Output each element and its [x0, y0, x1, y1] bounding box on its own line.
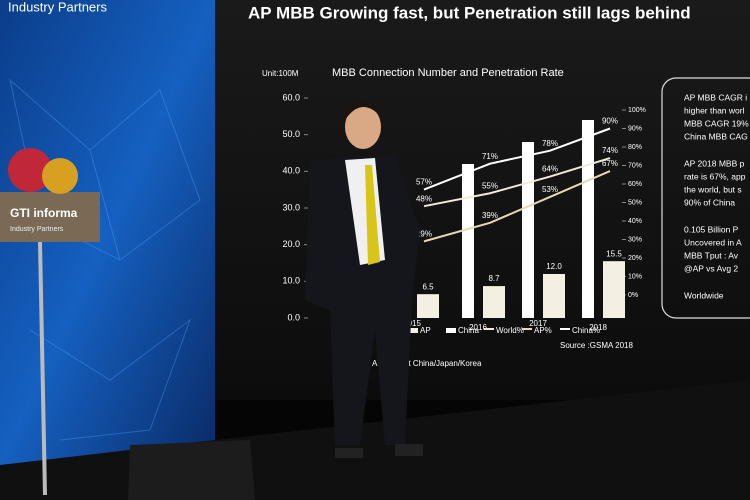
note-line: Worldwide — [684, 290, 724, 300]
y2-tick-label: 70% — [628, 162, 642, 169]
note-line: MBB Tput : Av — [684, 250, 739, 260]
bar — [417, 294, 439, 318]
data-label: 67% — [602, 159, 618, 168]
legend-swatch — [408, 328, 418, 333]
note-line: 90% of China — [684, 197, 735, 207]
data-label: 39% — [482, 211, 498, 220]
bar — [462, 164, 474, 318]
screen — [215, 0, 750, 400]
source: Source :GSMA 2018 — [560, 341, 633, 350]
legend-swatch — [522, 328, 532, 330]
data-label: 71% — [482, 152, 498, 161]
y-tick-label: 20.0 — [282, 239, 300, 249]
chart-title: MBB Connection Number and Penetration Ra… — [332, 67, 564, 79]
note-line: AP 2018 MBB p — [684, 158, 745, 168]
legend-swatch — [560, 328, 570, 330]
y2-tick-label: 40% — [628, 218, 642, 225]
data-label: 74% — [602, 146, 618, 155]
note-line: China MBB CAG — [684, 131, 748, 141]
data-label: 6.5 — [422, 282, 434, 291]
line — [423, 157, 611, 208]
x-tick-label: 2017 — [529, 319, 547, 328]
y2-tick-label: 10% — [628, 273, 642, 280]
footnote: AP: except China/Japan/Korea — [372, 359, 482, 368]
y2-tick-label: 100% — [628, 107, 646, 114]
x-tick-label: 2016 — [469, 323, 487, 332]
data-label: 12.0 — [546, 262, 562, 271]
slide-title: AP MBB Growing fast, but Penetration sti… — [248, 3, 691, 22]
legend-label: China% — [572, 326, 600, 335]
data-label: 55% — [482, 181, 498, 190]
banner-text: Industry Partners — [8, 0, 107, 14]
legend-label: AP% — [534, 326, 552, 335]
legend-label: AP — [420, 326, 431, 335]
note-line: Uncovered in A — [684, 237, 742, 247]
y-tick-label: 50.0 — [282, 129, 300, 139]
podium-logo: GTI informa — [10, 206, 78, 220]
bar — [543, 274, 565, 318]
y2-tick-label: 50% — [628, 199, 642, 206]
slide-chart: 0.0 10.0 20.0 30.0 40.0 50.0 60.0 0% 10% 20% 30% 40… — [282, 92, 645, 335]
note-line: higher than worl — [684, 105, 745, 115]
legend-label: China — [458, 326, 479, 335]
note-line: AP MBB CAGR i — [684, 92, 747, 102]
y-tick-label: 30.0 — [282, 202, 300, 212]
note-line: the world, but s — [684, 184, 742, 194]
notes-box — [661, 77, 750, 319]
data-label: 53% — [542, 185, 558, 194]
note-line: @AP vs Avg 2 — [684, 263, 738, 273]
bar — [603, 261, 625, 318]
speaker — [305, 101, 423, 458]
legend-swatch — [484, 328, 494, 330]
bar — [522, 142, 534, 318]
data-label: 48% — [416, 194, 432, 203]
data-label: 64% — [542, 165, 558, 174]
legend-label: World% — [496, 326, 524, 335]
y2-tick-label: 90% — [628, 125, 642, 132]
line — [423, 127, 611, 191]
y2-tick-label: 20% — [628, 255, 642, 262]
note-line: rate is 67%, app — [684, 171, 746, 181]
note-line: 0.105 Billion P — [684, 224, 739, 234]
podium-subtitle: Industry Partners — [10, 226, 64, 233]
y2-tick-label: 0% — [628, 292, 638, 299]
bar — [483, 286, 505, 318]
podium-sign — [0, 192, 100, 242]
y-tick-label: 10.0 — [282, 276, 300, 286]
data-label: 15.5 — [606, 249, 622, 258]
flowers — [42, 158, 78, 194]
y-tick-label: 40.0 — [282, 166, 300, 176]
x-tick-label: 2015 — [403, 319, 421, 328]
y-tick-label: 60.0 — [282, 92, 300, 102]
x-tick-label: 2018 — [589, 323, 607, 332]
bar — [582, 120, 594, 318]
y2-tick-label: 80% — [628, 144, 642, 151]
line — [423, 170, 611, 243]
y2-tick-label: 30% — [628, 236, 642, 243]
note-line: MBB CAGR 19% — [684, 118, 749, 128]
data-label: 90% — [602, 117, 618, 126]
data-label: 8.7 — [488, 274, 500, 283]
data-label: 29% — [416, 229, 432, 238]
flowers — [8, 148, 52, 192]
y-tick-label: 0.0 — [287, 312, 300, 322]
data-label: 78% — [542, 139, 558, 148]
y2-tick-label: 60% — [628, 181, 642, 188]
podium-stand — [38, 241, 47, 496]
stage-monitor — [128, 440, 255, 500]
data-label: 57% — [416, 178, 432, 187]
legend-swatch — [446, 328, 456, 333]
unit: Unit:100M — [262, 69, 299, 78]
